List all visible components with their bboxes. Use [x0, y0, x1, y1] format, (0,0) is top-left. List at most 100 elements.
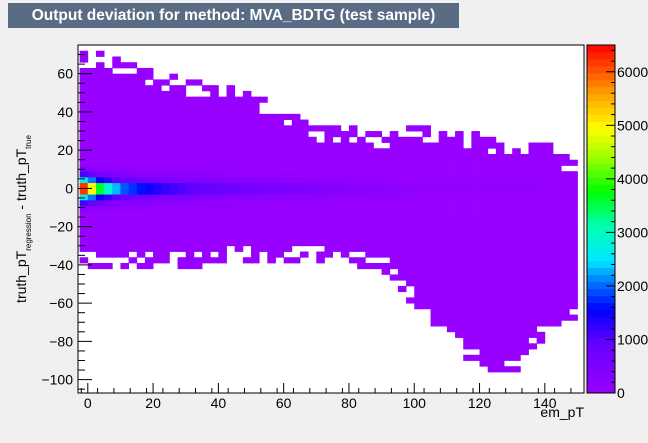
heatmap-cell	[471, 251, 480, 258]
heatmap-cell	[324, 194, 334, 201]
heatmap-cell	[95, 102, 105, 109]
heatmap-cell	[332, 222, 342, 229]
heatmap-cell	[389, 148, 399, 155]
heatmap-cell	[251, 136, 260, 143]
heatmap-cell	[348, 217, 358, 224]
heatmap-cell	[389, 251, 399, 258]
heatmap-cell	[128, 240, 138, 247]
heatmap-cell	[136, 148, 146, 155]
heatmap-cell	[218, 257, 227, 264]
heatmap-cell	[226, 159, 236, 166]
heatmap-cell	[267, 199, 276, 207]
heatmap-cell	[446, 262, 456, 270]
heatmap-cell	[193, 113, 203, 120]
heatmap-cell	[455, 153, 464, 161]
heatmap-cell	[504, 291, 513, 298]
heatmap-cell	[430, 199, 440, 207]
heatmap-cell	[373, 199, 382, 207]
heatmap-cell	[267, 194, 276, 201]
heatmap-cell	[259, 125, 268, 132]
heatmap-cell	[357, 148, 366, 155]
heatmap-cell	[112, 119, 121, 126]
heatmap-cell	[438, 142, 448, 149]
heatmap-cell	[406, 211, 415, 218]
heatmap-cell	[202, 176, 211, 184]
heatmap-cell	[95, 148, 105, 155]
heatmap-cell	[373, 222, 382, 229]
heatmap-cell	[95, 222, 105, 229]
heatmap-cell	[210, 96, 219, 103]
heatmap-cell	[95, 73, 105, 80]
heatmap-cell	[316, 257, 325, 264]
heatmap-cell	[218, 251, 227, 258]
heatmap-cell	[471, 331, 480, 338]
heatmap-cell	[512, 291, 521, 298]
heatmap-cell	[316, 211, 325, 218]
heatmap-cell	[242, 171, 252, 178]
heatmap-cell	[569, 182, 578, 189]
heatmap-cell	[422, 188, 431, 195]
heatmap-cell	[128, 165, 138, 172]
heatmap-cell	[242, 148, 252, 155]
heatmap-cell	[169, 211, 178, 218]
heatmap-cell	[79, 90, 89, 98]
heatmap-cell	[316, 125, 325, 132]
heatmap-cell	[242, 102, 252, 109]
heatmap-cell	[373, 228, 382, 235]
heatmap-cell	[536, 165, 546, 172]
heatmap-cell	[520, 331, 529, 338]
heatmap-cell	[389, 131, 399, 138]
heatmap-cell	[267, 251, 276, 258]
heatmap-cell	[381, 176, 391, 184]
heatmap-cell	[520, 349, 529, 356]
heatmap-cell	[226, 148, 236, 155]
heatmap-cell	[471, 211, 480, 218]
heatmap-cell	[299, 234, 309, 241]
heatmap-cell	[283, 148, 293, 155]
heatmap-cell	[153, 240, 162, 247]
heatmap-cell	[169, 234, 178, 241]
heatmap-cell	[357, 136, 366, 143]
heatmap-cell	[210, 194, 219, 201]
heatmap-cell	[479, 182, 489, 189]
heatmap-cell	[136, 153, 146, 161]
heatmap-cell	[242, 108, 252, 115]
heatmap-cell	[104, 125, 113, 132]
heatmap-cell	[136, 217, 146, 224]
heatmap-cell	[455, 280, 464, 287]
heatmap-cell	[128, 188, 138, 195]
heatmap-cell	[552, 171, 562, 178]
heatmap-cell	[528, 165, 538, 172]
heatmap-cell	[242, 199, 252, 207]
heatmap-cell	[104, 102, 113, 109]
heatmap-cell	[340, 222, 350, 229]
heatmap-cell	[95, 234, 105, 241]
heatmap-cell	[185, 182, 195, 189]
heatmap-cell	[520, 153, 529, 161]
x-tick-label: 20	[145, 395, 161, 411]
heatmap-cell	[544, 257, 554, 264]
heatmap-cell	[185, 79, 195, 86]
heatmap-cell	[169, 245, 178, 252]
heatmap-cell	[259, 136, 268, 143]
heatmap-cell	[136, 67, 146, 75]
heatmap-cell	[520, 165, 529, 172]
heatmap-cell	[193, 119, 203, 126]
heatmap-cell	[316, 165, 325, 172]
heatmap-cell	[218, 176, 227, 184]
heatmap-cell	[95, 62, 105, 69]
heatmap-cell	[389, 176, 399, 184]
heatmap-cell	[495, 360, 505, 367]
heatmap-cell	[308, 205, 317, 212]
heatmap-cell	[552, 262, 562, 270]
heatmap-cell	[177, 96, 187, 103]
heatmap-cell	[104, 67, 113, 75]
color-scale-band	[587, 191, 615, 199]
heatmap-cell	[120, 194, 129, 201]
heatmap-cell	[397, 159, 407, 166]
heatmap-cell	[210, 148, 219, 155]
heatmap-cell	[153, 199, 162, 207]
heatmap-cell	[169, 136, 178, 143]
heatmap-cell	[430, 194, 440, 201]
heatmap-cell	[169, 108, 178, 115]
